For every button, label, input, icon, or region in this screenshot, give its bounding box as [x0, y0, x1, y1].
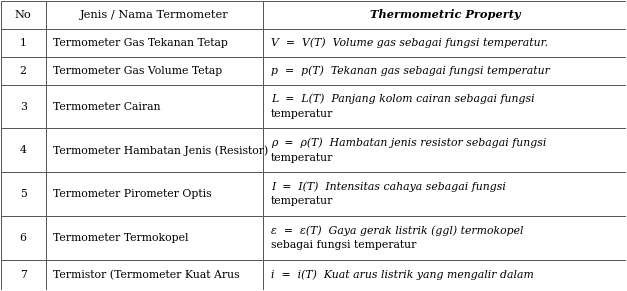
Bar: [263, 172, 626, 216]
Text: Termometer Pirometer Optis: Termometer Pirometer Optis: [53, 189, 212, 199]
Text: temperatur: temperatur: [271, 196, 334, 206]
Bar: [46, 260, 263, 290]
Text: Termometer Gas Tekanan Tetap: Termometer Gas Tekanan Tetap: [53, 38, 228, 48]
Bar: [46, 57, 263, 85]
Bar: [1, 1, 46, 29]
Bar: [1, 128, 46, 172]
Bar: [263, 260, 626, 290]
Text: Termometer Gas Volume Tetap: Termometer Gas Volume Tetap: [53, 66, 223, 76]
Bar: [46, 128, 263, 172]
Bar: [1, 216, 46, 260]
Text: 6: 6: [19, 233, 27, 243]
Bar: [263, 29, 626, 57]
Text: L  =  L(T)  Panjang kolom cairan sebagai fungsi: L = L(T) Panjang kolom cairan sebagai fu…: [271, 94, 535, 104]
Bar: [1, 57, 46, 85]
Text: V  =  V(T)  Volume gas sebagai fungsi temperatur.: V = V(T) Volume gas sebagai fungsi tempe…: [271, 38, 548, 48]
Bar: [263, 1, 626, 29]
Bar: [1, 260, 46, 290]
Text: temperatur: temperatur: [271, 153, 334, 163]
Bar: [1, 85, 46, 128]
Bar: [46, 85, 263, 128]
Text: Termometer Hambatan Jenis (Resistor): Termometer Hambatan Jenis (Resistor): [53, 145, 268, 156]
Text: 1: 1: [19, 38, 27, 48]
Bar: [1, 172, 46, 216]
Text: p  =  p(T)  Tekanan gas sebagai fungsi temperatur: p = p(T) Tekanan gas sebagai fungsi temp…: [271, 65, 550, 76]
Text: i  =  i(T)  Kuat arus listrik yang mengalir dalam: i = i(T) Kuat arus listrik yang mengalir…: [271, 270, 534, 280]
Text: Termistor (Termometer Kuat Arus: Termistor (Termometer Kuat Arus: [53, 270, 240, 280]
Text: sebagai fungsi temperatur: sebagai fungsi temperatur: [271, 240, 416, 250]
Text: I  =  I(T)  Intensitas cahaya sebagai fungsi: I = I(T) Intensitas cahaya sebagai fungs…: [271, 181, 506, 192]
Text: 4: 4: [20, 145, 27, 155]
Bar: [46, 1, 263, 29]
Bar: [1, 29, 46, 57]
Text: 5: 5: [20, 189, 27, 199]
Text: Jenis / Nama Termometer: Jenis / Nama Termometer: [80, 10, 229, 20]
Bar: [46, 29, 263, 57]
Text: 2: 2: [19, 66, 27, 76]
Text: 7: 7: [20, 270, 27, 280]
Text: No: No: [15, 10, 31, 20]
Bar: [263, 216, 626, 260]
Text: 3: 3: [19, 102, 27, 111]
Text: Termometer Cairan: Termometer Cairan: [53, 102, 161, 111]
Text: Thermometric Property: Thermometric Property: [369, 9, 520, 20]
Bar: [263, 128, 626, 172]
Text: temperatur: temperatur: [271, 109, 334, 119]
Bar: [46, 172, 263, 216]
Text: ρ  =  ρ(T)  Hambatan jenis resistor sebagai fungsi: ρ = ρ(T) Hambatan jenis resistor sebagai…: [271, 138, 546, 148]
Bar: [263, 57, 626, 85]
Bar: [46, 216, 263, 260]
Text: Termometer Termokopel: Termometer Termokopel: [53, 233, 189, 243]
Text: ε  =  ε(T)  Gaya gerak listrik (ggl) termokopel: ε = ε(T) Gaya gerak listrik (ggl) termok…: [271, 225, 524, 235]
Bar: [263, 85, 626, 128]
